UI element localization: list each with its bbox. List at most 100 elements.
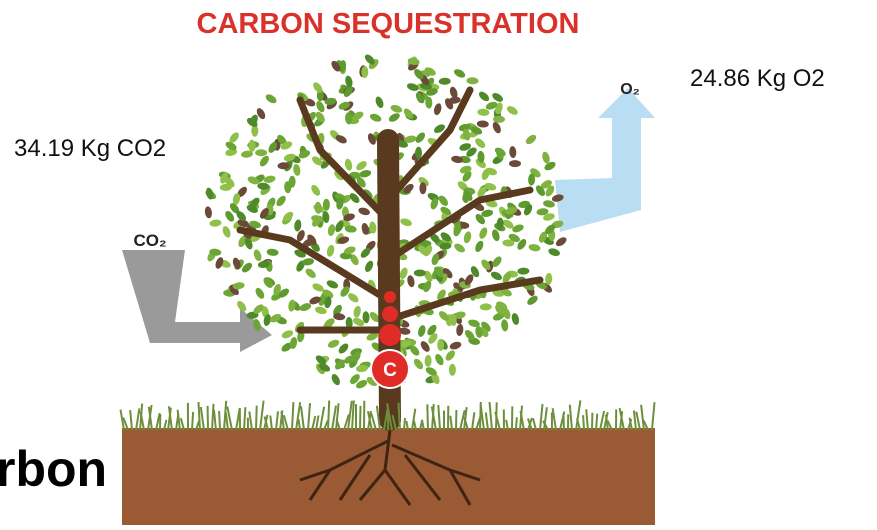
leaf [362, 311, 370, 324]
leaf [263, 175, 276, 183]
leaf [259, 155, 269, 167]
leaf [289, 337, 298, 349]
leaf [340, 286, 350, 297]
grass-blade [519, 410, 525, 431]
leaf [509, 160, 521, 168]
leaf [309, 296, 321, 305]
leaf [528, 173, 536, 186]
leaf [551, 194, 564, 202]
grass-blade [411, 408, 417, 431]
leaf [403, 108, 414, 119]
leaf [359, 170, 372, 178]
leaf [399, 267, 408, 280]
leaf [276, 195, 286, 207]
leaf [535, 185, 546, 196]
leaf [277, 162, 290, 170]
leaf [314, 201, 322, 214]
leaf [475, 138, 486, 149]
leaf [316, 100, 325, 113]
leaf [344, 158, 353, 171]
leaf [335, 135, 347, 144]
leaf [496, 217, 504, 230]
grass-blade [300, 406, 305, 431]
leaf [414, 146, 423, 159]
leaf [538, 231, 548, 243]
leaf [415, 92, 425, 104]
grass-blade [413, 420, 417, 431]
leaf [434, 124, 445, 133]
leaf [265, 94, 277, 104]
leaf [502, 271, 512, 283]
leaf [268, 141, 278, 153]
leaf [409, 345, 420, 356]
leaf [353, 305, 361, 318]
leaf [477, 186, 487, 198]
grass-blade [135, 408, 141, 431]
grass-blade [370, 413, 377, 431]
grass-blade [295, 402, 302, 431]
grass-blade [386, 403, 393, 431]
grass-blade [323, 420, 329, 431]
co2-amount: 34.19 Kg CO2 [14, 135, 166, 162]
leaf [225, 148, 238, 156]
leaf [439, 311, 449, 321]
grass-blade [243, 407, 247, 431]
leaf [426, 88, 438, 96]
grass-blade [599, 410, 606, 431]
leaf [356, 380, 368, 389]
grass-blade [359, 405, 362, 431]
leaf [414, 69, 424, 80]
leaf [419, 182, 427, 195]
co2-arrow-label: CO₂ [133, 231, 166, 250]
grass-blade [606, 420, 613, 431]
leaf [367, 133, 376, 145]
leaf [335, 220, 344, 233]
leaf [305, 268, 316, 278]
leaf [259, 208, 269, 219]
grass-blade [259, 400, 265, 431]
grass-blade [122, 417, 129, 431]
leaf [390, 104, 403, 113]
leaf [360, 247, 371, 258]
grass-blade [212, 409, 217, 431]
leaf [431, 372, 440, 385]
leaf [298, 150, 311, 159]
leaf [345, 112, 353, 125]
leaf [270, 314, 282, 323]
leaf [344, 225, 357, 233]
leaf [548, 248, 561, 257]
grass-blade [391, 414, 397, 431]
leaf [249, 220, 261, 229]
leaf [253, 319, 261, 331]
leaf [406, 83, 419, 91]
leaf [315, 306, 327, 315]
grass [119, 400, 656, 431]
leaf [388, 113, 400, 122]
leaf [255, 149, 268, 157]
leaf [459, 165, 472, 174]
leaf [527, 295, 538, 305]
leaf [509, 146, 517, 159]
leaf [525, 134, 537, 145]
leaf [241, 150, 253, 158]
leaf [484, 182, 497, 191]
leaf [477, 108, 490, 116]
leaf [555, 237, 567, 247]
grass-blade [163, 419, 168, 431]
leaf [246, 204, 258, 214]
grass-blade [282, 414, 289, 431]
grass-blade [331, 405, 337, 431]
leaf [502, 239, 515, 247]
leaf [400, 218, 412, 227]
grass-blade [147, 406, 153, 431]
leaf [205, 187, 214, 200]
leaf [468, 319, 480, 328]
leaf [463, 231, 472, 244]
leaf [345, 317, 353, 329]
leaf [326, 244, 335, 257]
leaf [375, 96, 384, 109]
leaf [413, 269, 426, 277]
leaf [429, 233, 440, 243]
grass-blade [562, 413, 565, 431]
leaf [311, 184, 321, 196]
